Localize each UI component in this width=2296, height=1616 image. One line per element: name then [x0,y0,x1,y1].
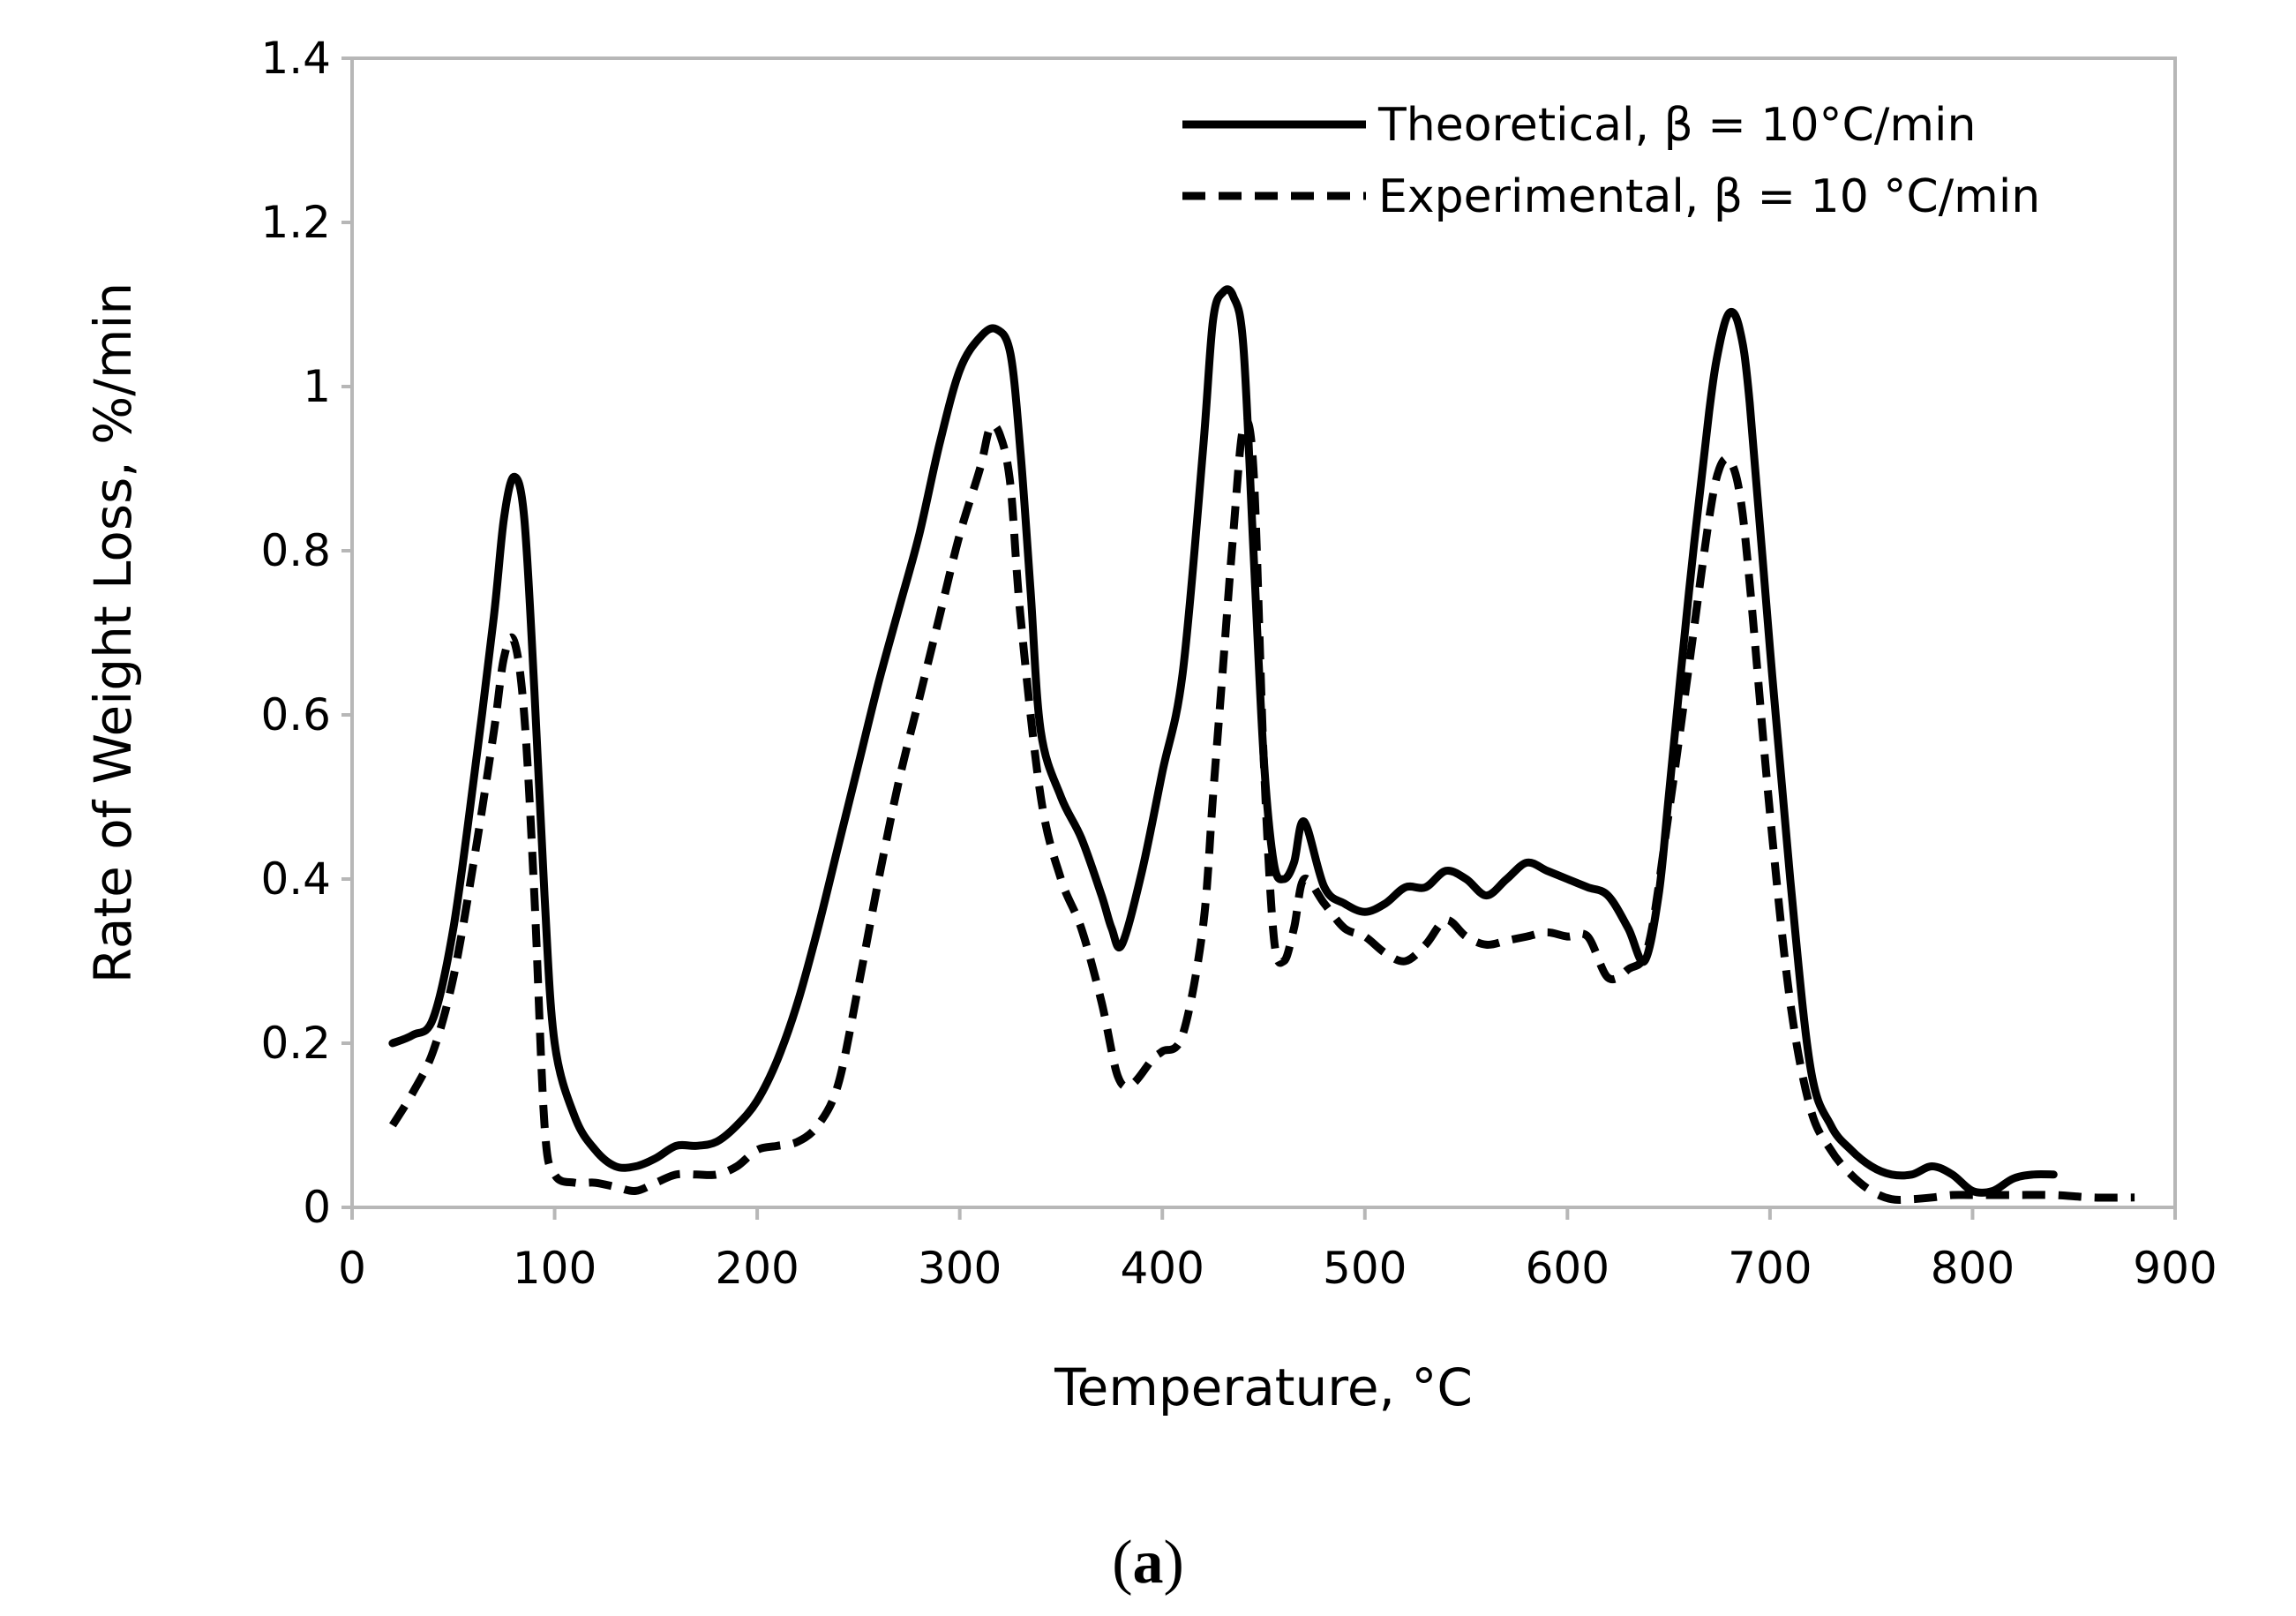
x-tick-label: 400 [1121,1243,1204,1294]
y-tick-label: 1.4 [260,33,331,84]
series-line-experimental [389,417,2135,1204]
y-tick-label: 0.4 [260,853,331,905]
legend-label-experimental: Experimental, β = 10 °C/min [1378,170,2040,223]
caption-close-paren: ) [1164,1529,1184,1597]
y-axis-title: Rate of Weight Loss, %/min [83,282,143,983]
series-layer [388,285,2135,1204]
y-tick-label: 0.2 [260,1018,331,1069]
x-tick-label: 900 [2133,1243,2217,1294]
x-tick-label: 100 [513,1243,597,1294]
legend-label-theoretical: Theoretical, β = 10°C/min [1377,99,1976,152]
caption-open-paren: ( [1112,1529,1132,1597]
x-tick-label: 300 [918,1243,1002,1294]
plot-frame [350,56,2177,1209]
y-tick-label: 0 [303,1182,331,1233]
legend: Theoretical, β = 10°C/min Experimental, … [1182,99,2040,223]
x-tick-label: 800 [1931,1243,2015,1294]
y-tick-label: 1.2 [260,197,331,248]
y-axis-ticks: 0 0.2 0.4 0.6 0.8 1 1.2 1.4 [260,33,352,1233]
caption-letter: a [1133,1529,1164,1597]
x-axis-title: Temperature, °C [1054,1357,1473,1417]
y-tick-label: 1 [303,361,331,412]
x-tick-label: 700 [1728,1243,1812,1294]
x-axis-ticks: 0 100 200 300 400 500 600 700 800 900 [338,1207,2217,1294]
series-line-theoretical [388,285,2058,1197]
x-tick-label: 0 [338,1243,366,1294]
x-tick-label: 600 [1526,1243,1609,1294]
y-tick-label: 0.6 [260,689,331,740]
x-tick-label: 500 [1323,1243,1407,1294]
x-tick-label: 200 [715,1243,799,1294]
figure-caption: (a) [1112,1529,1184,1597]
y-tick-label: 0.8 [260,525,331,576]
